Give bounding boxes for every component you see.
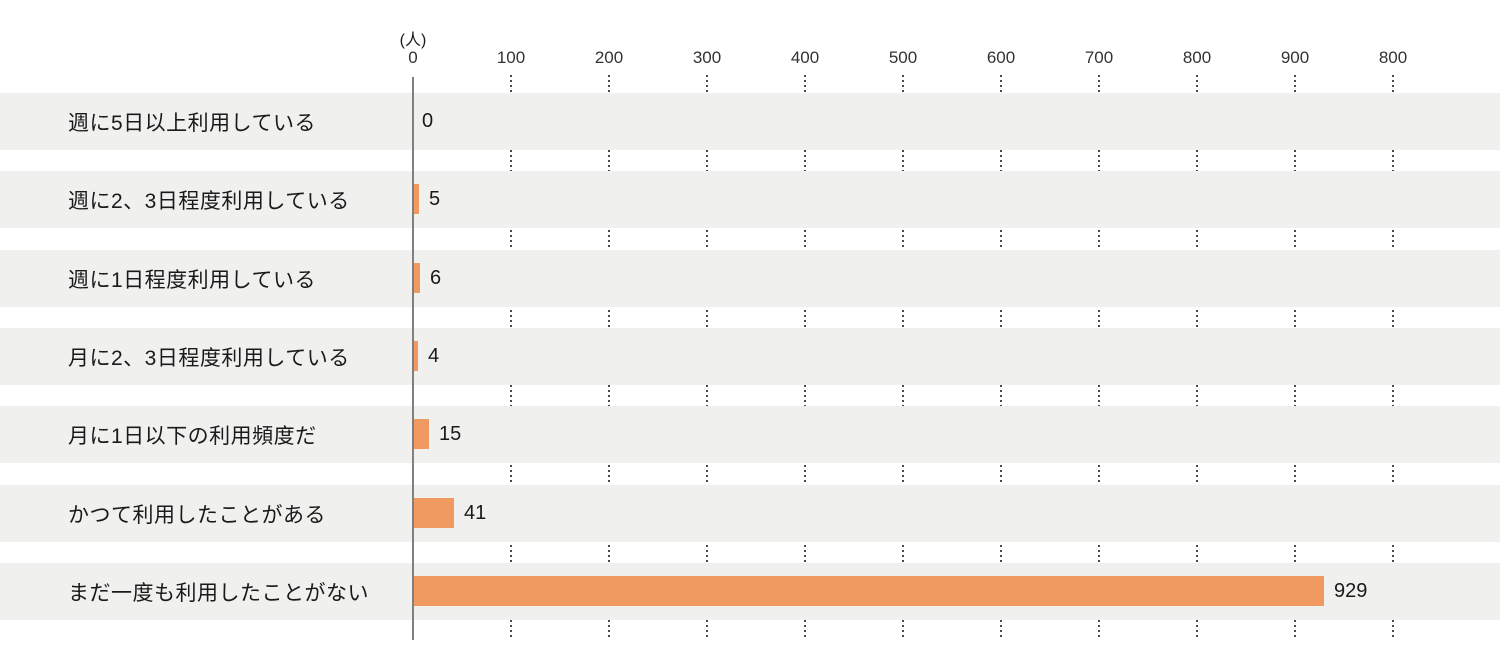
x-tick-label: 800 (1378, 48, 1408, 67)
value-label: 15 (439, 423, 462, 445)
x-tick-label: 0 (408, 48, 418, 67)
x-tick-label: 700 (1084, 48, 1114, 67)
bar (414, 184, 419, 214)
axis-unit-label: (人) (399, 32, 427, 49)
x-tick-label: 300 (692, 48, 722, 67)
value-label: 929 (1334, 580, 1368, 602)
chart-row: かつて利用したことがある 41 (0, 485, 1500, 542)
value-label: 41 (464, 502, 487, 524)
chart-row: 週に2、3日程度利用している 5 (0, 171, 1500, 228)
chart-row: 月に2、3日程度利用している 4 (0, 328, 1500, 385)
x-tick-label: 100 (496, 48, 526, 67)
x-tick-label: 400 (790, 48, 820, 67)
y-axis-line (412, 77, 414, 640)
x-tick-label: 800 (1182, 48, 1212, 67)
category-label: 週に2、3日程度利用している (68, 189, 350, 213)
value-label: 5 (429, 188, 441, 210)
bar (414, 341, 418, 371)
category-label: 月に2、3日程度利用している (68, 346, 350, 370)
category-label: 週に1日程度利用している (68, 268, 317, 292)
value-label: 0 (422, 110, 434, 132)
chart-row: まだ一度も利用したことがない 929 (0, 563, 1500, 620)
bar (414, 498, 454, 528)
category-label: まだ一度も利用したことがない (68, 581, 369, 605)
value-label: 4 (428, 345, 440, 367)
value-label: 6 (430, 267, 442, 289)
bar (414, 419, 429, 449)
category-label: かつて利用したことがある (68, 503, 326, 527)
x-tick-label: 200 (594, 48, 624, 67)
chart-row: 月に1日以下の利用頻度だ 15 (0, 406, 1500, 463)
x-tick-label: 600 (986, 48, 1016, 67)
category-label: 月に1日以下の利用頻度だ (68, 424, 317, 448)
chart-row: 週に1日程度利用している 6 (0, 250, 1500, 307)
x-tick-label: 500 (888, 48, 918, 67)
bar (414, 263, 420, 293)
chart-row: 週に5日以上利用している 0 (0, 93, 1500, 150)
bar (414, 576, 1324, 606)
x-tick-label: 900 (1280, 48, 1310, 67)
category-label: 週に5日以上利用している (68, 111, 317, 135)
